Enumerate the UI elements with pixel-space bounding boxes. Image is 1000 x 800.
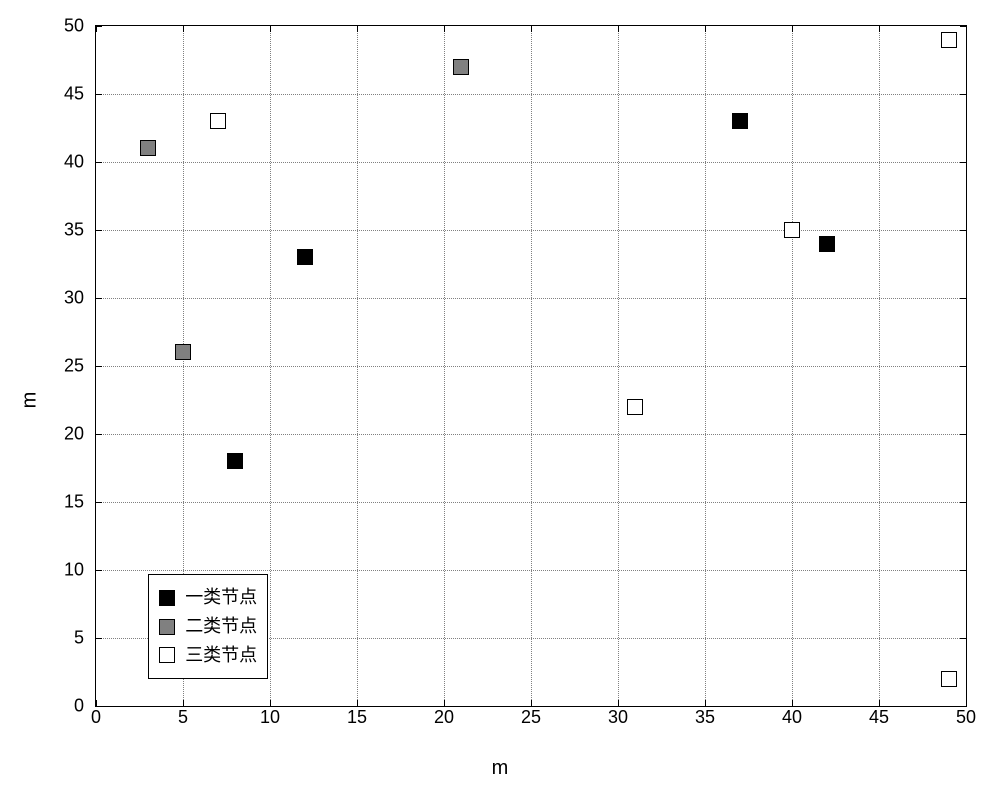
grid-line-horizontal [96,570,966,571]
data-point-type1 [819,236,835,252]
legend-label: 三类节点 [185,641,257,670]
data-point-type3 [627,399,643,415]
y-tick-label: 45 [64,84,84,105]
grid-line-horizontal [96,298,966,299]
y-tick-label: 35 [64,220,84,241]
data-point-type3 [210,113,226,129]
legend-item-type1: 一类节点 [159,583,257,612]
y-tick-label: 20 [64,424,84,445]
legend-swatch-icon [159,619,175,635]
grid-line-horizontal [96,230,966,231]
legend-item-type3: 三类节点 [159,641,257,670]
y-tick-label: 15 [64,492,84,513]
scatter-chart: 0 5 10 15 20 25 30 35 40 45 50 0 5 10 15 20 25 30 35 40 45 50… [0,0,1000,800]
x-tick-label: 45 [869,707,889,728]
data-point-type1 [297,249,313,265]
data-point-type1 [227,453,243,469]
y-axis-label: m [19,392,42,409]
legend-swatch-icon [159,647,175,663]
y-tick-label: 10 [64,560,84,581]
x-tick-label: 50 [956,707,976,728]
plot-area: 0510152025303540455005101520253035404550… [95,25,967,707]
grid-line-horizontal [96,94,966,95]
legend-label: 二类节点 [185,612,257,641]
data-point-type2 [140,140,156,156]
data-point-type2 [453,59,469,75]
x-tick-label: 40 [782,707,802,728]
data-point-type3 [784,222,800,238]
data-point-type1 [732,113,748,129]
y-tick-label: 40 [64,152,84,173]
data-point-type3 [941,32,957,48]
grid-line-horizontal [96,366,966,367]
grid-line-horizontal [96,502,966,503]
y-tick-label: 5 [74,628,84,649]
x-tick-label: 35 [695,707,715,728]
y-tick-label: 0 [74,696,84,717]
legend-swatch-icon [159,590,175,606]
x-tick-label: 10 [260,707,280,728]
data-point-type2 [175,344,191,360]
y-tick-label: 30 [64,288,84,309]
legend: 一类节点二类节点三类节点 [148,574,268,678]
x-tick-label: 30 [608,707,628,728]
legend-label: 一类节点 [185,583,257,612]
grid-line-horizontal [96,162,966,163]
x-tick-label: 5 [178,707,188,728]
x-tick-label: 0 [91,707,101,728]
x-tick-label: 25 [521,707,541,728]
y-tick-label: 25 [64,356,84,377]
y-tick-label: 50 [64,16,84,37]
legend-item-type2: 二类节点 [159,612,257,641]
x-tick-label: 20 [434,707,454,728]
grid-line-horizontal [96,434,966,435]
x-axis-label: m [492,757,509,780]
x-tick-label: 15 [347,707,367,728]
data-point-type3 [941,671,957,687]
